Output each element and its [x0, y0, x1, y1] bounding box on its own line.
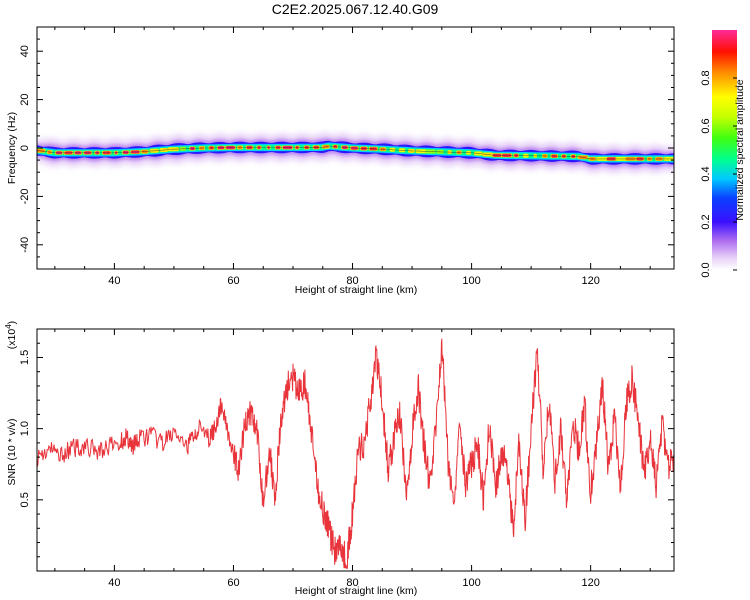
colorbar-tick-label: 0.2 — [700, 214, 712, 229]
colorbar-ticks: 0.0 0.2 0.4 0.6 0.8 — [700, 70, 737, 278]
snr-frame — [36, 328, 675, 572]
snr-y-multiplier: (x104) — [4, 321, 18, 349]
spectrogram-x-ticks: 40 60 80 100 120 — [54, 27, 651, 287]
spectrogram-y-axis-label: Frequency (Hz) — [6, 112, 18, 184]
colorbar-label: Normalized spectral amplitude — [734, 79, 746, 220]
snr-y-tick-label: 0.5 — [19, 492, 31, 507]
colorbar-gradient — [712, 30, 737, 270]
colorbar: 0.0 0.2 0.4 0.6 0.8 Normalized spectral ampl… — [700, 30, 746, 278]
spectrogram-x-tick-label: 120 — [581, 275, 599, 287]
snr-panel: 40 60 80 100 120 0.5 1.0 1.5 Height of straigh… — [4, 321, 675, 597]
spectrogram-y-tick-label: -40 — [19, 237, 31, 253]
spectrogram-x-tick-label: 60 — [227, 275, 239, 287]
spectrogram-x-axis-label: Height of straight line (km) — [295, 284, 418, 296]
spectrogram-x-tick-label: 80 — [346, 275, 358, 287]
spectrogram-heatmap — [37, 132, 674, 174]
spectrogram-y-tick-label: 20 — [19, 93, 31, 105]
snr-y-ticks: 0.5 1.0 1.5 — [19, 328, 674, 572]
colorbar-tick-label: 0.0 — [700, 262, 712, 277]
snr-x-ticks: 40 60 80 100 120 — [54, 329, 651, 589]
spectrogram-y-tick-label: 0 — [19, 145, 31, 151]
colorbar-tick-label: 0.4 — [700, 166, 712, 181]
spectrogram-y-ticks: -40 -20 0 20 40 — [19, 26, 674, 270]
snr-x-axis-label: Height of straight line (km) — [295, 585, 418, 597]
spectrogram-panel: 40 60 80 100 120 -40 -20 0 20 40 Height of strai… — [6, 26, 675, 296]
colorbar-tick-label: 0.6 — [700, 118, 712, 133]
snr-x-tick-label: 100 — [462, 577, 480, 589]
snr-series-line — [37, 338, 674, 569]
spectrogram-x-tick-label: 100 — [462, 275, 480, 287]
colorbar-tick-label: 0.8 — [700, 70, 712, 85]
snr-y-tick-label: 1.5 — [19, 350, 31, 365]
spectrogram-x-tick-label: 40 — [108, 275, 120, 287]
snr-y-tick-label: 1.0 — [19, 421, 31, 436]
snr-x-tick-label: 80 — [346, 577, 358, 589]
heatmap-ridge-line — [37, 145, 674, 160]
spectrogram-y-tick-label: 40 — [19, 45, 31, 57]
snr-y-axis-label: SNR (10 * v/v) — [6, 418, 18, 485]
figure-title: C2E2.2025.067.12.40.G09 — [272, 1, 439, 17]
snr-x-tick-label: 120 — [581, 577, 599, 589]
spectrogram-y-tick-label: -20 — [19, 188, 31, 204]
snr-x-tick-label: 40 — [108, 577, 120, 589]
snr-x-tick-label: 60 — [227, 577, 239, 589]
